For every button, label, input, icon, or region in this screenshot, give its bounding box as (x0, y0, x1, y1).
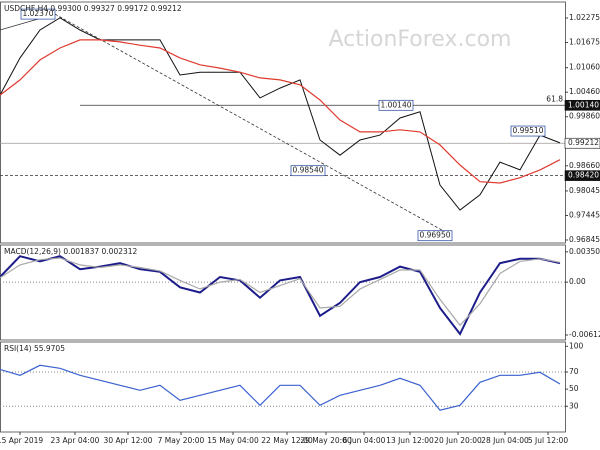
y-tick-label: 0.003508 (569, 247, 600, 256)
series-line (0, 364, 561, 411)
y-tick-label: 0.98045 (569, 186, 600, 195)
y-tick-label: 1.01675 (569, 38, 600, 47)
x-tick-label: 23 Apr 04:00 (51, 436, 100, 445)
panel-title: MACD(12,26,9) 0.001837 0.002312 (4, 247, 138, 256)
annotation-box (378, 99, 414, 111)
trend-line (54, 13, 453, 237)
annotation-box (20, 8, 56, 20)
y-tick-label: 1.02275 (569, 13, 600, 22)
y-tick-label: 1.01060 (569, 63, 600, 72)
x-tick-label: 29 May 20:00 (300, 436, 352, 445)
annotation-label: 0.99510 (512, 126, 543, 135)
x-tick-label: 22 May 12:00 (261, 436, 313, 445)
x-tick-label: 13 Jun 12:00 (386, 436, 434, 445)
y-tick-label: 0.98660 (569, 161, 600, 170)
x-tick-label: 5 Jul 12:00 (528, 436, 568, 445)
y-tick-label: 50 (569, 384, 579, 393)
level-note: 61.8 (546, 94, 563, 103)
level-label: 1.00140 (568, 100, 599, 109)
level-label-box (564, 99, 600, 111)
annotation-label: 0.96950 (419, 231, 450, 240)
annotation-box (417, 230, 453, 242)
x-tick-label: 15 May 04:00 (207, 436, 259, 445)
y-tick-label: 0.96845 (569, 235, 600, 244)
annotation-box (290, 165, 326, 177)
level-label-box (564, 170, 600, 181)
y-tick-label: 0.97445 (569, 210, 600, 219)
level-label-box (564, 137, 600, 149)
x-tick-label: 30 Apr 12:00 (104, 436, 153, 445)
panel-frame (0, 341, 566, 433)
y-tick-label: 0.00 (569, 277, 586, 286)
panel-title: RSI(14) 55.9705 (4, 344, 65, 353)
series-line (0, 255, 561, 336)
y-tick-label: 70 (569, 367, 579, 376)
x-tick-label: 28 Jun 04:00 (481, 436, 529, 445)
annotation-label: 1.02370 (22, 9, 53, 18)
level-label: 0.98420 (568, 171, 599, 180)
x-tick-label: 7 May 20:00 (158, 436, 205, 445)
annotation-box (510, 125, 546, 137)
series-line (0, 39, 561, 184)
y-tick-label: 30 (569, 401, 579, 410)
y-tick-label: -0.006121 (569, 330, 600, 339)
x-tick-label: 20 Jun 20:00 (434, 436, 482, 445)
panel-title: USDCHF,H4 0.99300 0.99327 0.99172 0.9921… (4, 4, 182, 13)
series-line (0, 17, 561, 211)
x-tick-label: 15 Apr 2019 (0, 436, 43, 445)
watermark: ActionForex.com (329, 27, 512, 52)
panel-frame (0, 244, 566, 341)
panel-frame (0, 1, 566, 244)
series-line (0, 257, 561, 327)
level-label: 0.99212 (568, 138, 599, 147)
annotation-label: 0.98540 (292, 166, 323, 175)
annotation-label: 1.00140 (380, 100, 411, 109)
y-tick-label: 0.99860 (569, 112, 600, 121)
x-tick-label: 6 Jun 04:00 (343, 436, 386, 445)
y-tick-label: 100 (569, 341, 584, 350)
y-tick-label: 1.00460 (569, 87, 600, 96)
